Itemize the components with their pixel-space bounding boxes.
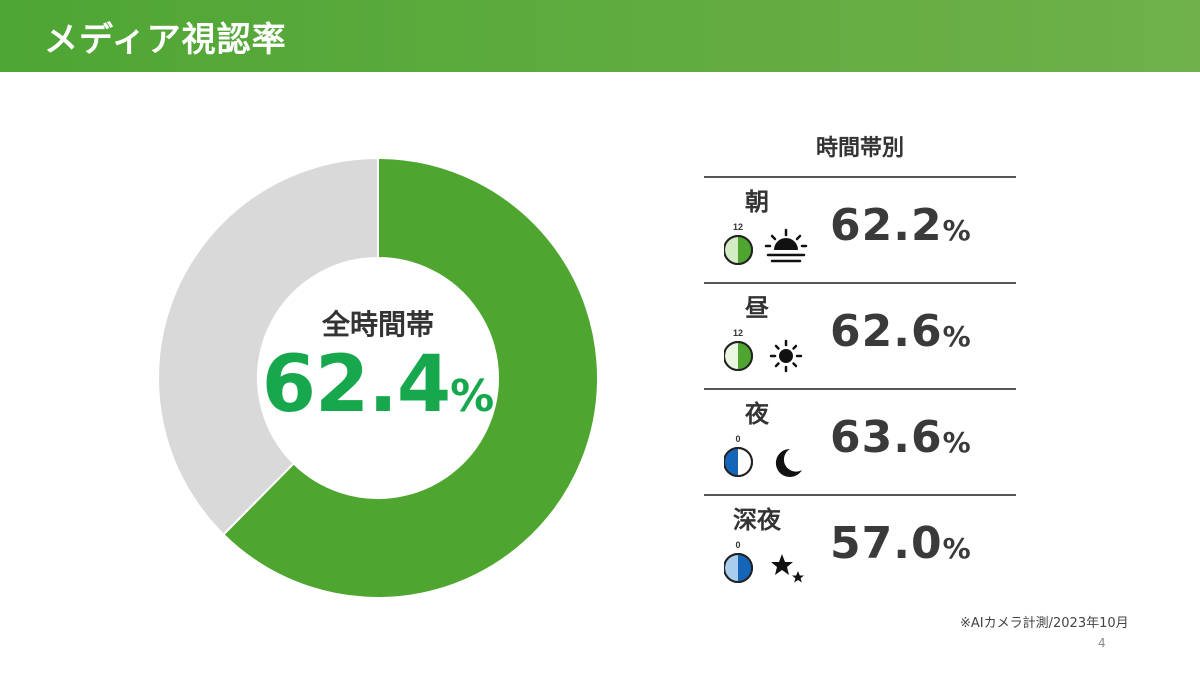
clock-label: 0	[735, 434, 740, 444]
donut-center-label: 全時間帯	[321, 308, 434, 341]
source-footnote: ※AIカメラ計測/2023年10月	[960, 616, 1129, 631]
row-divider	[704, 494, 1016, 496]
row-value-number: 62.6	[830, 306, 943, 357]
page-title: メディア視認率	[44, 20, 287, 60]
row-value-unit: %	[942, 426, 971, 459]
row-value-unit: %	[942, 532, 971, 565]
row-value: 63.6%	[830, 412, 971, 463]
row-value-number: 63.6	[830, 412, 943, 463]
daytime-icons: 12	[724, 328, 803, 373]
night-icons: 0	[724, 434, 802, 477]
donut-center-value: 62.4%	[158, 340, 598, 430]
late-night-icons: 0	[724, 540, 804, 583]
row-value-number: 62.2	[830, 200, 943, 251]
sunrise-icon	[764, 228, 808, 263]
table-title: 時間帯別	[815, 136, 904, 161]
clock-late-night-icon	[724, 553, 753, 583]
table-row-morning: 朝 12 62.2%	[704, 176, 1016, 282]
donut-value-number: 62.4	[261, 340, 451, 430]
row-value-unit: %	[942, 214, 971, 247]
donut-slice-value	[222, 158, 598, 598]
table-row-late-night: 深夜 0 57.0%	[704, 494, 1016, 600]
morning-icons: 12	[724, 222, 808, 265]
sun-icon	[769, 339, 803, 373]
donut-slice-remainder	[158, 158, 379, 536]
row-value-unit: %	[942, 320, 971, 353]
donut-value-unit: %	[450, 371, 495, 422]
row-value: 57.0%	[830, 518, 971, 569]
row-value-number: 57.0	[830, 518, 943, 569]
row-value: 62.2%	[830, 200, 971, 251]
clock-daytime-icon	[724, 341, 753, 371]
row-label: 深夜	[733, 506, 781, 534]
page-number: 4	[1098, 636, 1106, 650]
clock-label: 12	[733, 222, 743, 232]
title-bar: メディア視認率	[0, 0, 1200, 72]
table-row-daytime: 昼 12 62.6%	[704, 282, 1016, 388]
stars-icon	[771, 554, 804, 583]
row-value: 62.6%	[830, 306, 971, 357]
donut-svg	[158, 158, 598, 598]
row-divider	[704, 388, 1016, 390]
row-label: 朝	[745, 188, 769, 216]
clock-label: 12	[733, 328, 743, 338]
row-label: 夜	[745, 400, 769, 428]
clock-night-icon	[724, 447, 753, 477]
moon-icon	[775, 448, 802, 477]
donut-chart: 全時間帯 62.4%	[158, 158, 598, 598]
row-label: 昼	[745, 294, 769, 322]
table-row-night: 夜 0 63.6%	[704, 388, 1016, 494]
row-divider	[704, 282, 1016, 284]
clock-label: 0	[735, 540, 740, 550]
clock-morning-icon	[724, 235, 753, 265]
row-divider	[704, 176, 1016, 178]
